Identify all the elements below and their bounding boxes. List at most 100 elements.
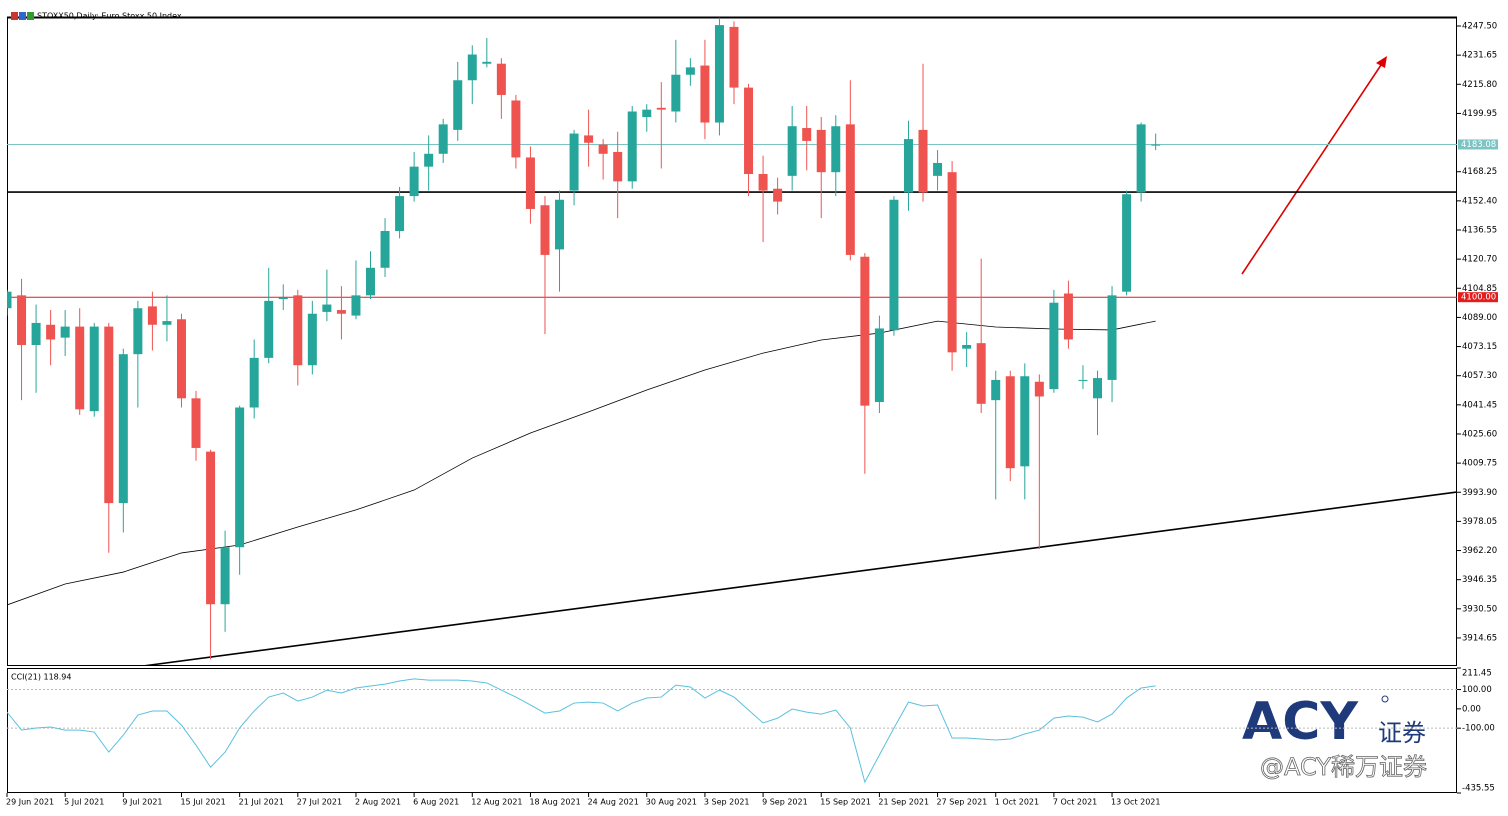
candle-body [903,139,913,193]
candle-body [889,199,899,331]
candle-body [700,65,710,123]
candle-body [424,153,434,167]
x-tick-label: 6 Aug 2021 [413,798,459,807]
candle-body [1020,376,1030,467]
watermark: @ACY稀万证券 [1260,753,1427,781]
y-tick-label: 4231.65 [1462,51,1497,61]
candle-body [380,231,390,268]
y-tick-label: 3978.05 [1462,517,1497,527]
candle-body [249,357,259,408]
moving-average [7,320,1156,606]
sub-plot-area [7,678,1457,784]
candle-body [395,196,405,232]
candle-body [1005,376,1015,469]
candle-body [773,188,783,202]
candle-body [1063,293,1073,340]
candle-body [598,144,608,154]
candle-body [1122,194,1132,292]
x-tick-label: 7 Oct 2021 [1053,798,1097,807]
candle-body [307,313,317,366]
candle-body [874,328,884,402]
y-tick-label: 0.00 [1462,704,1481,714]
x-tick-label: 3 Sep 2021 [704,798,750,807]
candle-body [60,326,70,338]
candle-body [685,67,695,75]
candle-body [845,124,855,255]
candle-body [511,100,521,158]
x-tick-label: 9 Sep 2021 [762,798,808,807]
y-tick-label: 4247.50 [1462,22,1497,32]
cci-title: CCI(21) 118.94 [11,673,72,682]
y-tick-label: 3962.20 [1462,546,1497,556]
candle-body [278,297,288,300]
candle-body [656,107,666,110]
sub-frame [7,668,1457,793]
price-label: 4100.00 [1461,293,1496,303]
candle-body [264,300,274,358]
trendline [142,491,1457,666]
candle-body [162,321,172,325]
y-tick-label: 4025.60 [1462,429,1497,439]
plot-area [7,17,1457,666]
candle-body [147,306,157,325]
y-tick-label: 4120.70 [1462,255,1497,265]
arrow [1241,56,1387,275]
candle-body [962,344,972,349]
chart-title: STOXX50,Daily: Euro Stoxx 50 Index [37,12,182,21]
candle-body [366,267,375,296]
cci-line [7,678,1156,784]
candle-body [758,174,768,191]
registered-mark [1381,695,1389,703]
candle-body [104,326,114,504]
candle-body [17,295,27,345]
candle-body [46,324,56,340]
y-tick-label: 4104.85 [1462,284,1497,294]
logo-sub: 证券 [1378,719,1426,747]
candle-body [235,407,245,548]
candle-body [1093,378,1102,399]
candle-body [220,547,230,605]
candle-body [744,87,754,175]
candle-body [293,295,303,366]
candle-body [802,128,812,141]
candle-body [1034,381,1044,397]
candle-body [860,256,870,406]
title-icon [11,12,34,20]
candle-body [467,54,477,81]
candle-body [729,26,739,88]
y-tick-label: 4199.95 [1462,109,1497,119]
y-tick-label: 4073.15 [1462,342,1497,352]
candle-body [336,310,346,314]
x-tick-label: 15 Sep 2021 [820,798,871,807]
candle-body [569,133,579,191]
candle-body [816,129,826,173]
x-tick-label: 27 Jul 2021 [297,798,342,807]
candle-body [933,162,943,176]
candle-body [322,304,332,312]
y-tick-label: 3946.35 [1462,575,1497,585]
x-tick-label: 18 Aug 2021 [529,798,580,807]
candle-body [438,124,448,154]
logo: ACY 证券 [1242,692,1426,752]
x-tick-label: 2 Aug 2021 [355,798,401,807]
y-tick-label: -100.00 [1462,724,1495,734]
price-label: 4183.08 [1461,140,1496,150]
candle-body [787,126,797,176]
candle-body [642,109,652,118]
candle-body [31,322,41,345]
candle-body [918,129,928,193]
candle-body [991,379,1001,401]
candle-body [7,291,12,309]
x-tick-label: 27 Sep 2021 [937,798,988,807]
y-tick-label: 3993.90 [1462,488,1497,498]
candle-body [1151,144,1161,146]
x-tick-label: 9 Jul 2021 [122,798,162,807]
candle-body [351,295,361,316]
y-tick-label: 4041.45 [1462,400,1497,410]
candle-body [627,111,637,182]
candle-body [584,135,594,143]
y-tick-label: 4089.00 [1462,313,1497,323]
x-tick-label: 15 Jul 2021 [180,798,225,807]
x-tick-label: 24 Aug 2021 [588,798,639,807]
candle-body [1107,295,1117,380]
